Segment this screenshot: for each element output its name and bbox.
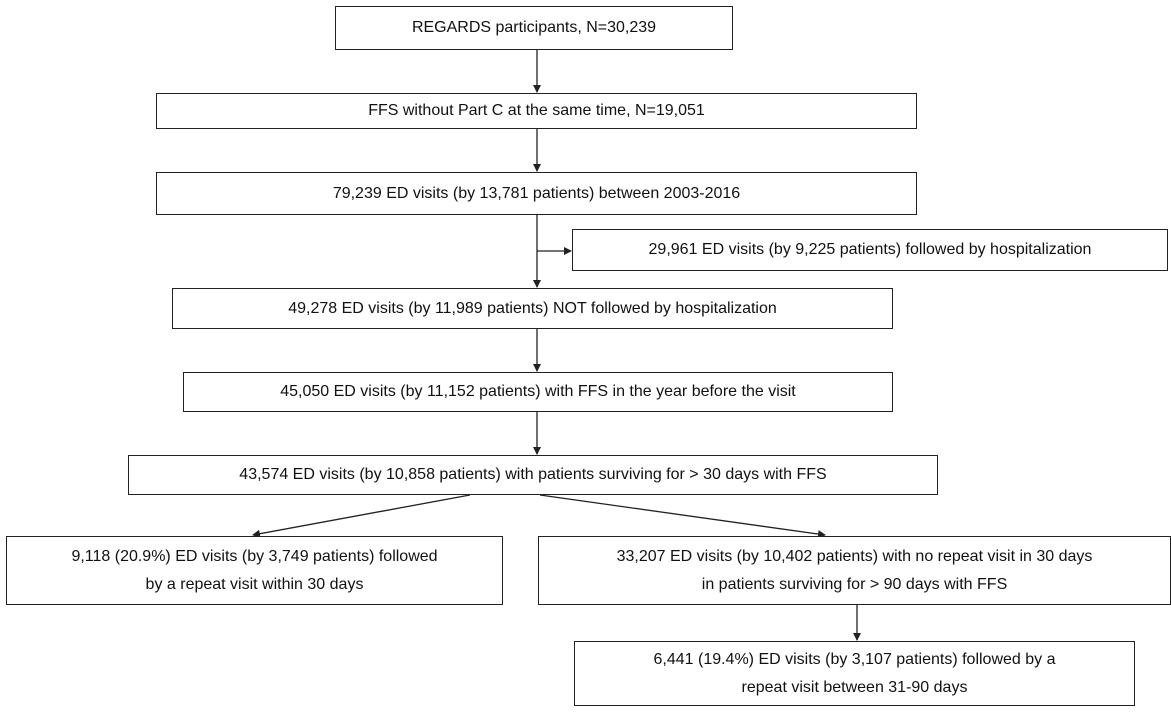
box-text: REGARDS participants, N=30,239 — [411, 19, 657, 36]
arrow — [252, 494, 471, 538]
box: 79,239 ED visits (by 13,781 patients) be… — [156, 172, 917, 215]
box: 49,278 ED visits (by 11,989 patients) NO… — [172, 288, 893, 329]
box-text: FFS without Part C at the same time, N=1… — [368, 102, 705, 119]
box: 9,118 (20.9%) ED visits (by 3,749 patien… — [6, 536, 503, 605]
box: 6,441 (19.4%) ED visits (by 3,107 patien… — [574, 641, 1135, 706]
box-text: 29,961 ED visits (by 9,225 patients) fol… — [648, 241, 1092, 258]
arrow — [539, 494, 826, 538]
box-text: 33,207 ED visits (by 10,402 patients) wi… — [616, 547, 1093, 565]
box: 43,574 ED visits (by 10,858 patients) wi… — [128, 455, 938, 495]
box: FFS without Part C at the same time, N=1… — [156, 93, 917, 129]
box: 29,961 ED visits (by 9,225 patients) fol… — [572, 229, 1168, 271]
box: 33,207 ED visits (by 10,402 patients) wi… — [538, 536, 1171, 605]
box-text: in patients surviving for > 90 days with… — [701, 575, 1008, 593]
box-text: by a repeat visit within 30 days — [145, 575, 364, 593]
box-text: 45,050 ED visits (by 11,152 patients) wi… — [280, 383, 796, 400]
box-text: 43,574 ED visits (by 10,858 patients) wi… — [239, 466, 827, 483]
box-text: 49,278 ED visits (by 11,989 patients) NO… — [288, 299, 777, 317]
box-text: 79,239 ED visits (by 13,781 patients) be… — [332, 184, 741, 202]
box: 45,050 ED visits (by 11,152 patients) wi… — [183, 372, 893, 412]
box-text: repeat visit between 31-90 days — [741, 678, 968, 696]
box-text: 9,118 (20.9%) ED visits (by 3,749 patien… — [71, 547, 438, 565]
box: REGARDS participants, N=30,239 — [335, 6, 733, 50]
box-text: 6,441 (19.4%) ED visits (by 3,107 patien… — [653, 650, 1056, 668]
